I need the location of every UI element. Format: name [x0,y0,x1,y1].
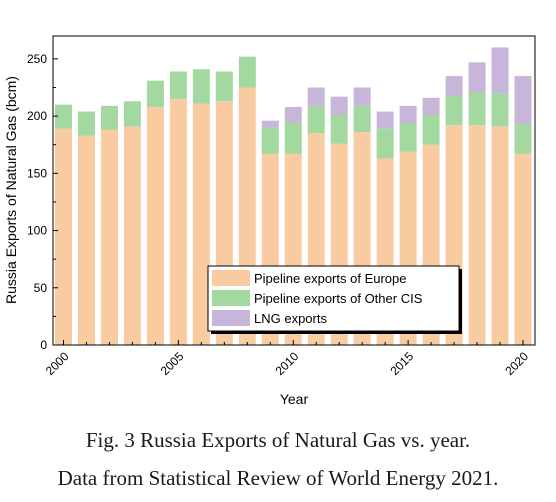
legend-label-2: Pipeline exports of Other CIS [254,291,423,306]
x-tick-label-2020: 2020 [502,349,531,378]
bar-segment-2000-series-2 [55,104,72,129]
y-axis: 0 50 100 150 200 250 [27,52,58,352]
x-axis-label: Year [280,391,309,407]
bar-segment-2018-series-2 [468,92,486,126]
figure-caption-line2: Data from Statistical Review of World En… [57,466,499,490]
bar-segment-2008-series-2 [238,56,256,88]
bar-segment-2007-series-2 [215,71,233,102]
bar-segment-2002-series-1 [100,129,118,345]
bar-segment-2006-series-1 [192,103,210,346]
bar-segment-2011-series-3 [307,87,325,106]
bar-segment-2020-series-2 [514,124,532,154]
bar-segment-2016-series-3 [422,97,440,115]
y-tick-label-100: 100 [27,224,47,238]
bar-segment-2005-series-2 [169,71,187,99]
bar-segment-2005-series-1 [169,98,187,345]
bar-segment-2017-series-2 [445,95,463,126]
bar-segment-2004-series-1 [146,106,164,346]
bar-segment-2003-series-2 [123,101,141,127]
x-tick-label-2010: 2010 [273,349,302,378]
legend-swatch-3 [212,310,250,326]
y-tick-label-0: 0 [40,338,47,352]
bar-segment-2013-series-2 [353,105,371,133]
bar-segment-2017-series-3 [445,76,463,96]
bar-segment-2006-series-2 [192,69,210,104]
bar-segment-2019-series-3 [491,47,509,94]
y-tick-label-200: 200 [27,109,47,123]
bar-segment-2018-series-1 [468,125,486,346]
x-axis: 2000 2005 2010 2015 2020 [43,340,531,378]
bar-segment-2020-series-1 [514,153,532,345]
bar-segment-2015-series-3 [399,105,417,123]
figure-caption-line1: Fig. 3 Russia Exports of Natural Gas vs.… [85,428,471,452]
bar-segment-2009-series-3 [261,120,279,128]
bar-segment-2013-series-3 [353,87,371,106]
bar-segment-2015-series-2 [399,122,417,152]
bar-segment-2019-series-2 [491,93,509,127]
x-tick-label-2015: 2015 [387,349,416,378]
bar-segment-2010-series-3 [284,106,302,123]
bar-segment-2002-series-2 [100,105,118,130]
bar-segment-2016-series-2 [422,114,440,145]
bar-segment-2018-series-3 [468,62,486,93]
y-axis-label: Russia Exports of Natural Gas (bcm) [3,76,19,304]
y-tick-label-50: 50 [34,281,48,295]
bar-segment-2009-series-2 [261,127,279,154]
plot-frame [52,35,536,346]
legend-label-3: LNG exports [254,311,327,326]
bar-segment-2000-series-1 [55,128,72,345]
y-tick-label-150: 150 [27,166,47,180]
legend-label-1: Pipeline exports of Europe [254,271,406,286]
y-tick-label-250: 250 [27,52,47,66]
legend: Pipeline exports of Europe Pipeline expor… [207,265,462,334]
x-tick-label-2005: 2005 [158,349,187,378]
bar-segment-2001-series-1 [77,135,95,345]
bar-segment-2014-series-3 [376,111,394,129]
bar-segment-2004-series-2 [146,80,164,107]
bar-segment-2014-series-2 [376,128,394,159]
bar-segment-2020-series-3 [514,76,532,125]
bar-segment-2012-series-2 [330,114,348,144]
x-tick-label-2000: 2000 [43,349,72,378]
bar-segment-2003-series-1 [123,126,141,345]
chart: 0 50 100 150 200 250 2000 2005 2010 2015 2020 Rus… [3,35,536,407]
bar-segment-2010-series-2 [284,122,302,154]
legend-swatch-1 [212,270,250,286]
bar-segment-2011-series-2 [307,105,325,134]
chart-svg: 0 50 100 150 200 250 2000 2005 2010 2015 2020 Rus… [3,35,536,407]
bar-segment-2019-series-1 [491,126,509,345]
bar-segment-2012-series-3 [330,96,348,115]
bar-segment-2001-series-2 [77,111,95,136]
legend-swatch-2 [212,290,250,306]
